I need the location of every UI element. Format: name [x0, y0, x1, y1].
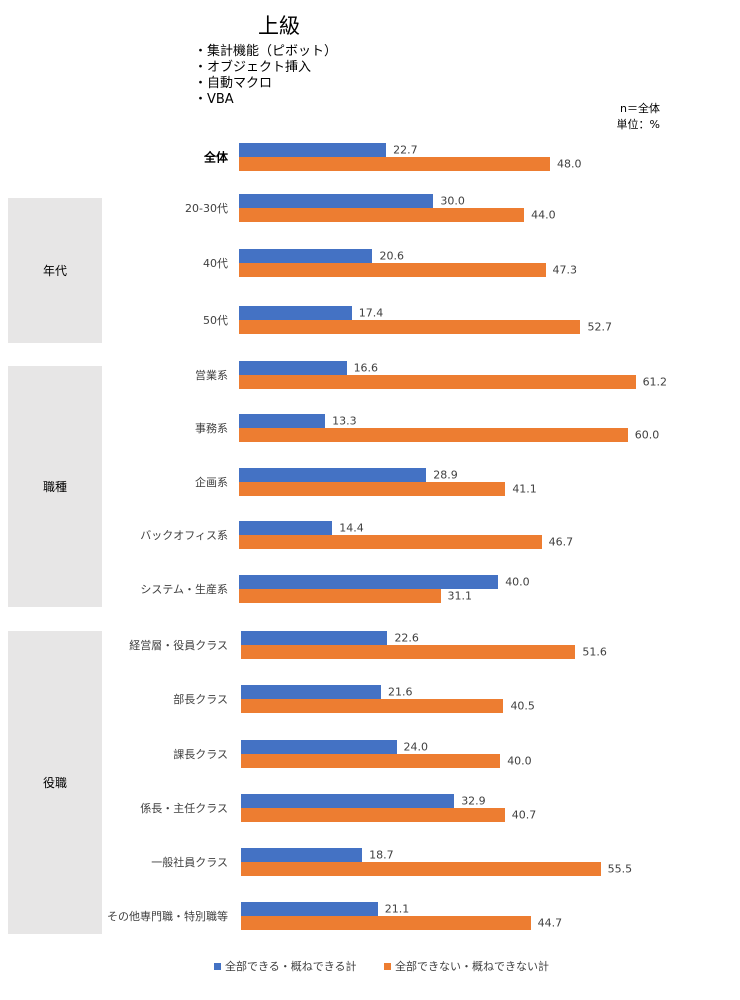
- bar-can: [239, 249, 373, 263]
- category-label: バックオフィス系: [140, 529, 228, 542]
- data-label: 14.4: [339, 521, 364, 535]
- data-label: 55.5: [607, 862, 633, 876]
- category-label: 係長・主任クラス: [140, 802, 228, 815]
- category-label: 全体: [203, 150, 228, 165]
- data-label: 40.5: [510, 699, 535, 713]
- data-label: 17.4: [358, 306, 384, 320]
- bar-cannot: [241, 862, 601, 876]
- skill-item: ・集計機能（ピボット）: [194, 44, 338, 59]
- data-label: 22.6: [394, 631, 419, 645]
- data-label: 47.3: [552, 263, 578, 277]
- group-label-position: 役職: [8, 631, 102, 934]
- bar-cannot: [241, 645, 576, 659]
- data-label: 52.7: [587, 320, 612, 334]
- data-label: 30.0: [440, 194, 465, 208]
- data-label: 22.7: [393, 143, 418, 157]
- bar-cannot: [239, 263, 546, 277]
- data-label: 20.6: [379, 249, 404, 263]
- data-label: 32.9: [461, 794, 486, 808]
- skill-item: ・自動マクロ: [194, 76, 273, 91]
- bar-cannot: [241, 916, 531, 930]
- bar-cannot: [239, 428, 628, 442]
- bar-cannot: [239, 535, 542, 549]
- bar-can: [241, 685, 381, 699]
- data-label: 46.7: [548, 535, 574, 549]
- bar-cannot: [241, 808, 505, 822]
- bar-cannot: [239, 208, 525, 222]
- bar-can: [239, 521, 333, 535]
- bar-can: [241, 794, 455, 808]
- category-label: 50代: [203, 314, 228, 327]
- legend-item-cannot: 全部できない・概ねできない計: [384, 958, 549, 974]
- data-label: 24.0: [403, 740, 429, 754]
- bar-can: [239, 414, 326, 428]
- data-label: 48.0: [557, 157, 582, 171]
- data-label: 13.3: [332, 414, 357, 428]
- data-label: 16.6: [353, 361, 379, 375]
- legend-swatch: [384, 962, 391, 970]
- data-label: 61.2: [642, 375, 668, 389]
- category-label: システム・生産系: [140, 583, 228, 596]
- unit-note: 単位：%: [616, 118, 660, 131]
- category-label: 20-30代: [185, 202, 228, 215]
- bar-cannot: [239, 375, 636, 389]
- bar-can: [239, 468, 427, 482]
- bar-can: [239, 361, 347, 375]
- category-label: 経営層・役員クラス: [129, 639, 228, 652]
- skill-item: ・オブジェクト挿入: [194, 60, 312, 75]
- bar-can: [239, 143, 387, 157]
- data-label: 51.6: [582, 645, 607, 659]
- group-label-job: 職種: [8, 366, 102, 607]
- bar-can: [239, 306, 352, 320]
- data-label: 60.0: [634, 428, 660, 442]
- category-label: 一般社員クラス: [151, 856, 228, 869]
- chart-title: 上級: [258, 14, 300, 38]
- data-label: 40.7: [511, 808, 537, 822]
- data-label: 18.7: [369, 848, 394, 862]
- data-label: 44.7: [537, 916, 563, 930]
- bar-cannot: [239, 482, 506, 496]
- bar-can: [241, 740, 397, 754]
- data-label: 21.6: [387, 685, 413, 699]
- bar-can: [239, 194, 434, 208]
- sample-note: n＝全体: [620, 102, 660, 115]
- category-label: その他専門職・特別職等: [107, 910, 228, 923]
- category-label: 事務系: [195, 422, 228, 435]
- data-label: 21.1: [384, 902, 410, 916]
- bar-can: [241, 631, 388, 645]
- data-label: 40.0: [507, 754, 532, 768]
- legend-swatch: [214, 962, 221, 970]
- bar-can: [241, 902, 378, 916]
- category-label: 企画系: [195, 476, 228, 489]
- data-label: 41.1: [512, 482, 537, 496]
- data-label: 28.9: [433, 468, 458, 482]
- bar-cannot: [239, 320, 581, 334]
- bar-cannot: [239, 589, 441, 603]
- bar-cannot: [241, 754, 501, 768]
- data-label: 44.0: [531, 208, 556, 222]
- bar-can: [239, 575, 499, 589]
- legend-label: 全部できる・概ねできる計: [225, 960, 357, 973]
- bar-cannot: [241, 699, 504, 713]
- data-label: 40.0: [505, 575, 530, 589]
- legend-label: 全部できない・概ねできない計: [395, 960, 549, 973]
- category-label: 40代: [203, 257, 228, 270]
- category-label: 部長クラス: [173, 693, 228, 706]
- category-label: 課長クラス: [173, 748, 228, 761]
- category-label: 営業系: [195, 369, 228, 382]
- bar-can: [241, 848, 363, 862]
- skill-item: ・VBA: [194, 92, 234, 107]
- data-label: 31.1: [447, 589, 473, 603]
- legend-item-can: 全部できる・概ねできる計: [214, 958, 357, 974]
- bar-cannot: [239, 157, 551, 171]
- group-label-age: 年代: [8, 198, 102, 343]
